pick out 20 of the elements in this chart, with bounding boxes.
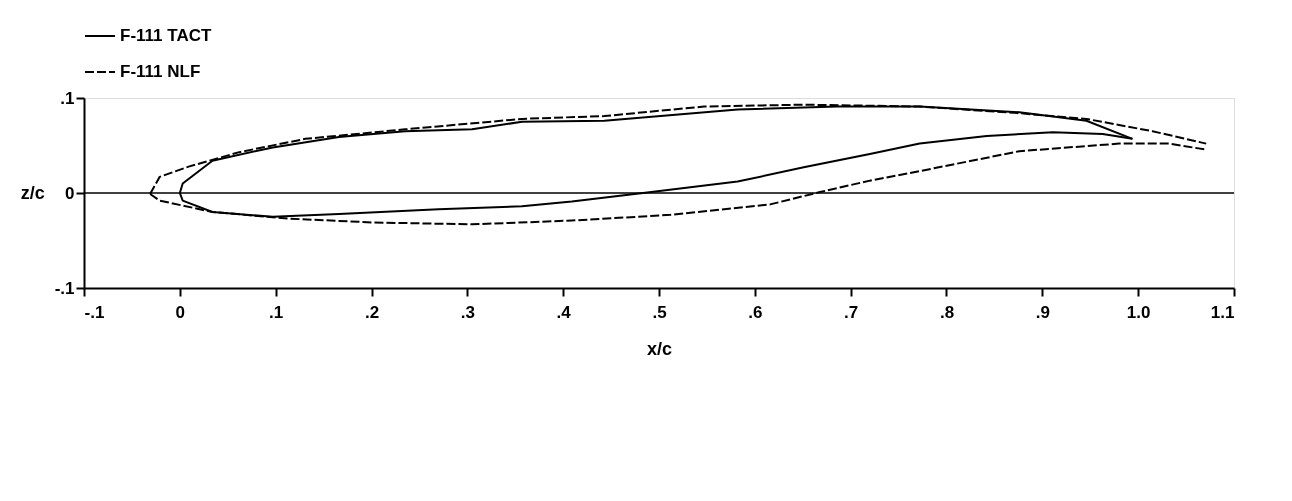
x-tick-label: .6 bbox=[748, 302, 763, 322]
x-tick-label: 1.1 bbox=[1210, 302, 1235, 322]
y-axis-title: z/c bbox=[20, 182, 45, 203]
legend-label: F-111 TACT bbox=[120, 26, 212, 45]
x-tick-label: .1 bbox=[269, 302, 284, 322]
x-tick-label: .2 bbox=[364, 302, 380, 322]
x-tick-label: .5 bbox=[652, 302, 667, 322]
y-tick-label: .1 bbox=[60, 88, 75, 108]
legend-label: F-111 NLF bbox=[120, 62, 201, 81]
x-tick-label: 1.0 bbox=[1126, 302, 1151, 322]
x-tick-label: .9 bbox=[1035, 302, 1050, 322]
x-tick-label: .8 bbox=[939, 302, 955, 322]
y-tick-label: 0 bbox=[65, 183, 75, 203]
x-tick-label: .3 bbox=[460, 302, 475, 322]
x-tick-label: -.1 bbox=[84, 302, 105, 322]
x-tick-label: .4 bbox=[556, 302, 572, 322]
x-axis-title: x/c bbox=[646, 338, 673, 359]
x-tick-label: .7 bbox=[844, 302, 859, 322]
y-tick-label: -.1 bbox=[54, 278, 75, 298]
x-tick-label: 0 bbox=[175, 302, 186, 322]
